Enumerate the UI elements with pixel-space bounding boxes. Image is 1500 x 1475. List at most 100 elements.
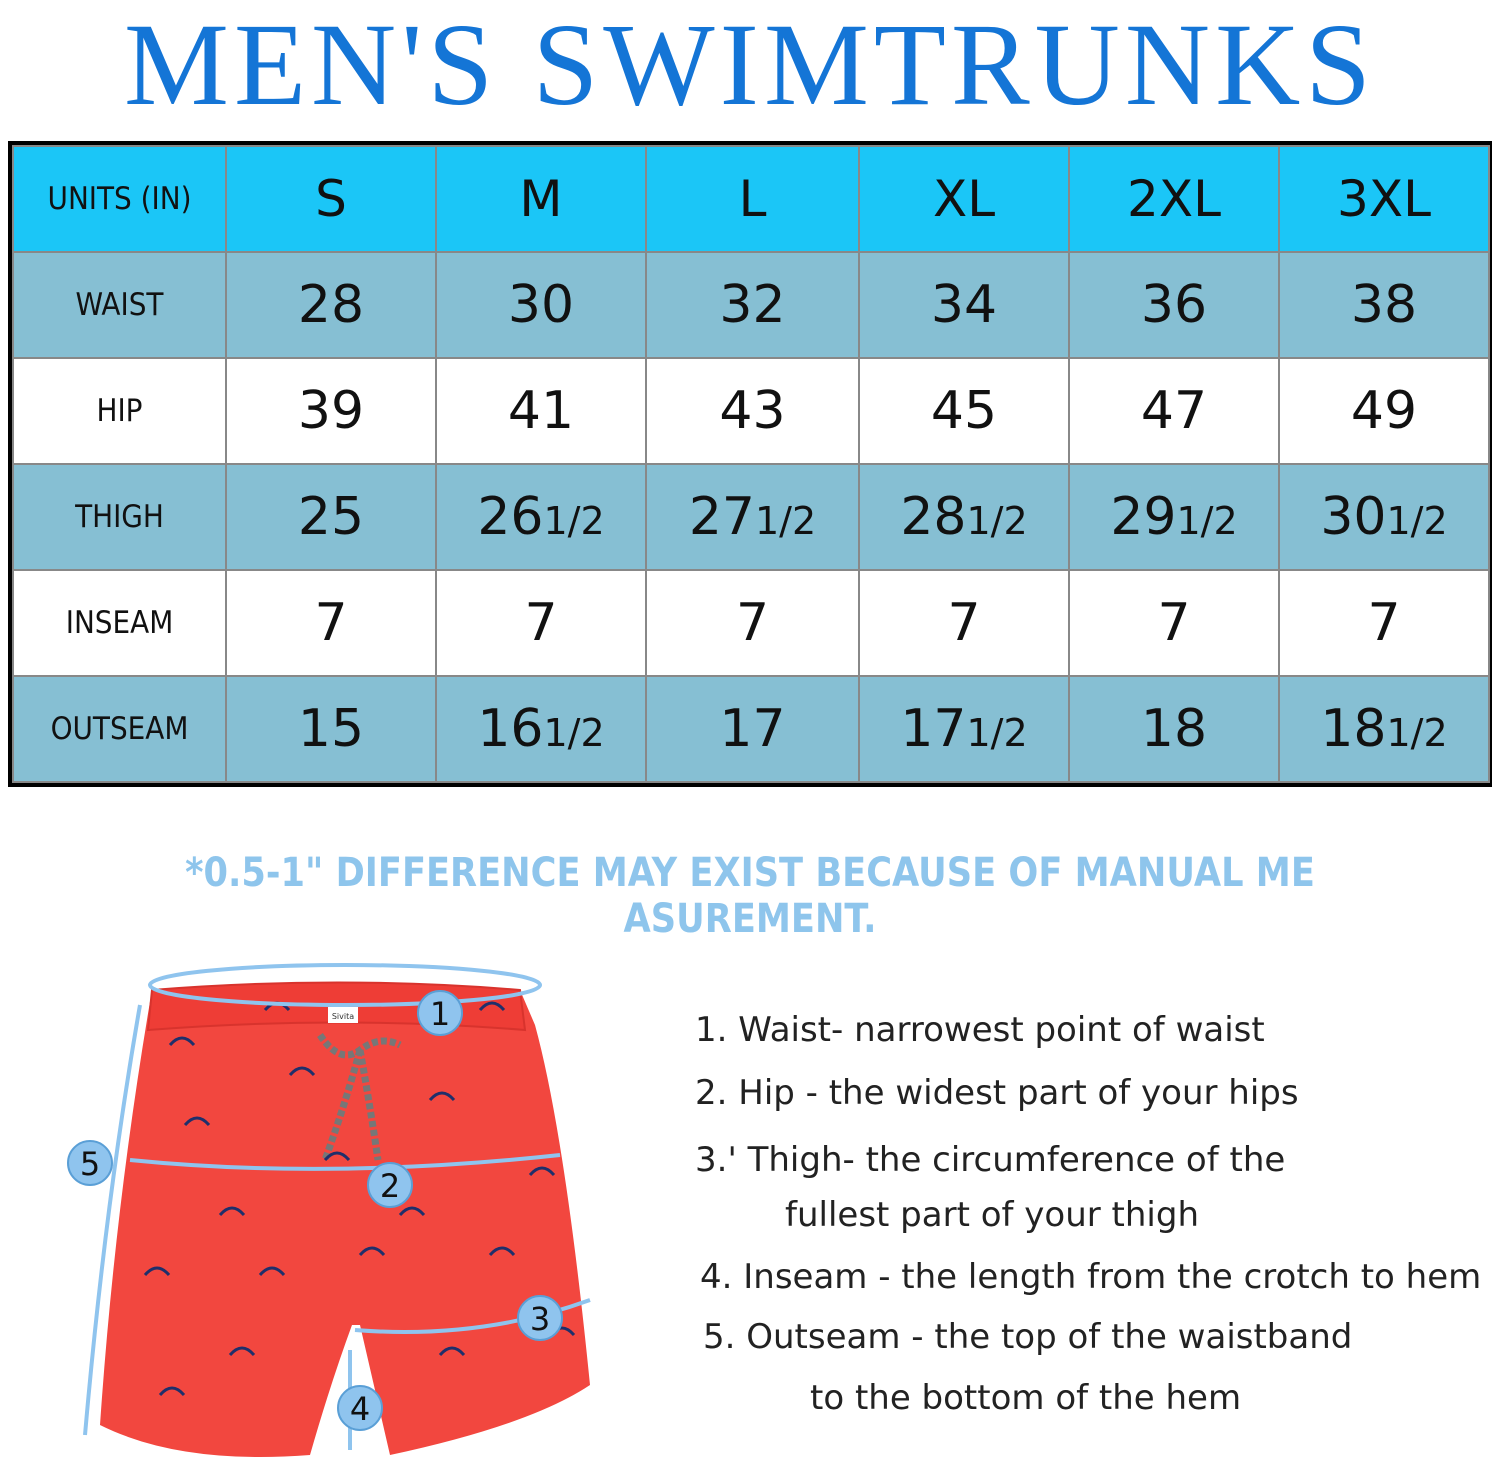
cell-value: 39: [297, 381, 365, 441]
table-cell: 261/2: [435, 463, 647, 571]
table-cell: 32: [645, 251, 860, 359]
table-cell: 7: [1278, 569, 1490, 677]
marker-1: 1: [417, 990, 463, 1036]
svg-text:2: 2: [380, 1167, 400, 1205]
cell-value: 49: [1350, 381, 1418, 441]
table-cell: 7: [858, 569, 1070, 677]
legend-outseam-cont: to the bottom of the hem: [810, 1378, 1242, 1418]
table-cell: 25: [225, 463, 437, 571]
legend-inseam: 4. Inseam - the length from the crotch t…: [700, 1257, 1482, 1297]
cell-fraction: 1/2: [966, 499, 1028, 543]
row-label: THIGH: [12, 463, 227, 571]
cell-value: 17: [900, 699, 967, 759]
cell-fraction: 1/2: [1176, 499, 1238, 543]
table-cell: 39: [225, 357, 437, 465]
cell-value: 30: [507, 275, 575, 335]
cell-fraction: 1/2: [543, 499, 605, 543]
cell-value: 18: [1140, 699, 1208, 759]
cell-value: 32: [719, 275, 786, 335]
cell-fraction: 1/2: [966, 711, 1028, 755]
table-row: OUTSEAM 15 161/2 17 171/2 18 181/2: [12, 675, 1490, 783]
table-cell: 28: [225, 251, 437, 359]
table-row: THIGH 25 261/2 271/2 281/2 291/2 301/2: [12, 463, 1490, 571]
measurement-note: *0.5-1" DIFFERENCE MAY EXIST BECAUSE OF …: [185, 850, 1315, 942]
cell-value: 34: [930, 275, 998, 335]
units-header: UNITS (IN): [12, 145, 227, 253]
legend-thigh: 3.' Thigh- the circumference of the: [695, 1140, 1286, 1180]
table-cell: 15: [225, 675, 437, 783]
cell-value: 38: [1350, 275, 1418, 335]
table-cell: 49: [1278, 357, 1490, 465]
size-header: XL: [858, 145, 1070, 253]
size-header: 2XL: [1068, 145, 1280, 253]
svg-text:3: 3: [530, 1300, 550, 1338]
legend-hip: 2. Hip - the widest part of your hips: [695, 1073, 1299, 1113]
table-cell: 47: [1068, 357, 1280, 465]
table-cell: 18: [1068, 675, 1280, 783]
cell-value: 43: [719, 381, 786, 441]
table-cell: 7: [645, 569, 860, 677]
marker-3: 3: [517, 1295, 563, 1341]
size-header: S: [225, 145, 437, 253]
table-cell: 7: [435, 569, 647, 677]
row-label: INSEAM: [12, 569, 227, 677]
legend-outseam: 5. Outseam - the top of the waistband: [703, 1317, 1353, 1357]
table-cell: 161/2: [435, 675, 647, 783]
cell-value: 26: [477, 487, 544, 547]
cell-value: 27: [688, 487, 755, 547]
cell-value: 7: [314, 593, 348, 653]
cell-value: 47: [1140, 381, 1208, 441]
size-header: L: [645, 145, 860, 253]
crossbow-pattern: [143, 1001, 576, 1397]
cell-fraction: 1/2: [543, 711, 605, 755]
cell-value: 36: [1140, 275, 1208, 335]
cell-value: 7: [1367, 593, 1401, 653]
legend-waist: 1. Waist- narrowest point of waist: [695, 1010, 1265, 1050]
table-cell: 43: [645, 357, 860, 465]
cell-value: 7: [735, 593, 770, 653]
cell-value: 17: [719, 699, 786, 759]
row-label: WAIST: [12, 251, 227, 359]
table-cell: 291/2: [1068, 463, 1280, 571]
swim-shorts-image: [100, 982, 590, 1457]
table-cell: 271/2: [645, 463, 860, 571]
cell-fraction: 1/2: [1386, 711, 1448, 755]
table-cell: 45: [858, 357, 1070, 465]
cell-value: 41: [507, 381, 575, 441]
cell-value: 15: [297, 699, 365, 759]
shorts-diagram: Sivita 1 2 3 4 5: [67, 963, 591, 1457]
marker-4: 4: [337, 1385, 383, 1431]
cell-value: 16: [477, 699, 544, 759]
cell-value: 25: [297, 487, 365, 547]
row-label: HIP: [12, 357, 227, 465]
cell-value: 45: [930, 381, 998, 441]
size-header: 3XL: [1278, 145, 1490, 253]
table-cell: 171/2: [858, 675, 1070, 783]
cell-value: 28: [900, 487, 967, 547]
svg-text:4: 4: [350, 1390, 370, 1428]
cell-value: 7: [947, 593, 981, 653]
table-row: INSEAM 7 7 7 7 7 7: [12, 569, 1490, 677]
cell-fraction: 1/2: [1386, 499, 1448, 543]
cell-fraction: 1/2: [755, 499, 817, 543]
svg-text:1: 1: [430, 995, 450, 1033]
table-cell: 7: [225, 569, 437, 677]
table-cell: 181/2: [1278, 675, 1490, 783]
cell-value: 7: [1157, 593, 1191, 653]
cell-value: 18: [1320, 699, 1387, 759]
table-cell: 30: [435, 251, 647, 359]
header-row: UNITS (IN) S M L XL 2XL 3XL: [12, 145, 1490, 253]
table-cell: 281/2: [858, 463, 1070, 571]
row-label: OUTSEAM: [12, 675, 227, 783]
table-cell: 17: [645, 675, 860, 783]
page-title: MEN'S SWIMTRUNKS: [124, 0, 1376, 130]
cell-value: 28: [297, 275, 365, 335]
marker-5: 5: [67, 1140, 113, 1186]
marker-2: 2: [367, 1162, 413, 1208]
brand-tag-text: Sivita: [332, 1012, 354, 1021]
table-cell: 41: [435, 357, 647, 465]
table-cell: 36: [1068, 251, 1280, 359]
cell-value: 30: [1320, 487, 1387, 547]
brand-tag: [328, 1007, 358, 1023]
size-chart-table: UNITS (IN) S M L XL 2XL 3XL WAIST 28 30 32 3…: [8, 141, 1492, 787]
